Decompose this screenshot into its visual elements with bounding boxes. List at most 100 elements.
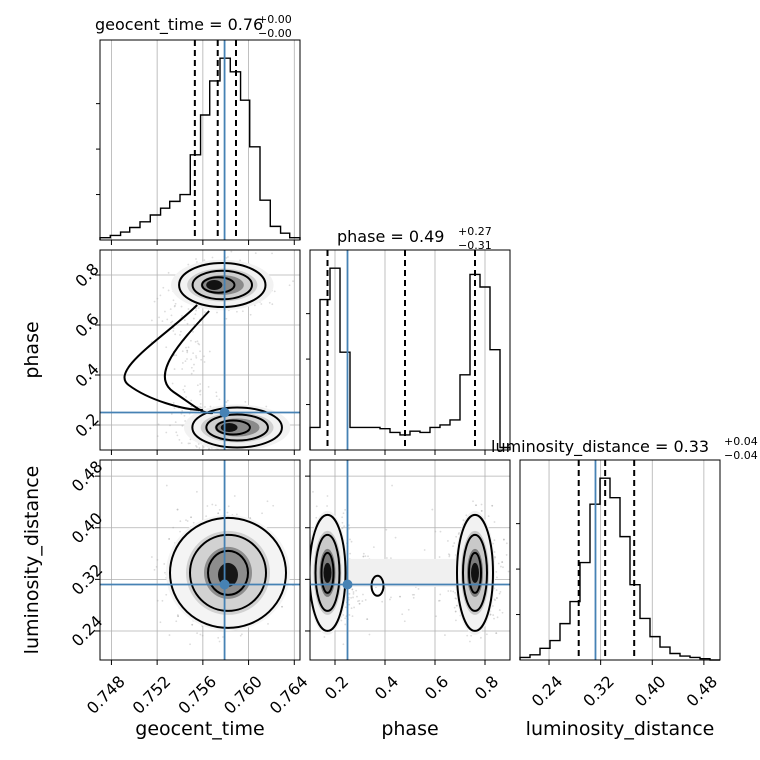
scatter-point [249,517,252,520]
scatter-point [496,576,498,579]
density-peak [220,423,238,432]
scatter-point [203,259,206,262]
scatter-point [351,588,354,591]
scatter-point [479,636,482,639]
scatter-point [366,618,369,621]
scatter-point [226,399,229,402]
scatter-point [352,591,355,593]
scatter-point [156,599,159,602]
scatter-point [394,536,397,539]
scatter-point [340,619,343,622]
scatter-point [439,593,442,596]
scatter-point [348,524,350,527]
scatter-point [181,350,184,353]
scatter-point [491,504,494,507]
scatter-point [164,310,166,313]
scatter-point [190,516,192,519]
scatter-point [190,405,192,408]
scatter-point [199,633,202,636]
density-peak [206,280,223,290]
scatter-point [230,250,233,253]
scatter-point [173,368,176,370]
scatter-point [195,446,198,448]
scatter-point [205,515,208,518]
panel-2d-luminosity-distance-vs-phase: 0.2 0.4 0.6 0.8 [305,459,511,703]
scatter-point [492,605,494,607]
scatter-point [390,596,392,599]
scatter-point [166,318,169,321]
scatter-point [202,446,205,448]
scatter-point [161,320,164,323]
panel-hist-luminosity-distance: 0.24 0.32 0.40 0.48 [516,459,721,711]
scatter-point [361,600,364,602]
scatter-point [186,322,189,325]
scatter-point [191,623,194,626]
scatter-point [448,554,451,556]
scatter-point [417,588,420,590]
scatter-point [493,598,496,601]
scatter-point [307,567,309,569]
contour-line [215,419,251,436]
truth-point [219,407,230,418]
scatter-point [197,307,200,309]
scatter-point [496,616,499,619]
scatter-point [457,533,460,535]
scatter-point [455,604,458,607]
scatter-point [497,562,500,565]
scatter-point [180,442,183,444]
scatter-point [240,453,242,455]
scatter-point [181,362,184,364]
scatter-point [226,511,229,514]
contour-line [163,310,213,415]
scatter-point [348,527,351,530]
scatter-point [183,385,186,388]
scatter-point [493,556,496,559]
scatter-point [174,302,177,305]
scatter-point [215,395,218,398]
scatter-point [438,599,441,602]
scatter-point [172,330,175,332]
scatter-point [208,447,210,450]
scatter-point [150,341,153,343]
scatter-point [187,308,190,310]
scatter-point [206,505,209,507]
scatter-point [399,595,401,598]
scatter-point [351,588,354,591]
scatter-point [157,423,160,426]
scatter-point [495,632,498,635]
xlabel-luminosity-distance: luminosity_distance [526,718,715,740]
scatter-point [423,549,426,551]
scatter-point [192,454,194,456]
xlabel-phase: phase [381,718,438,740]
scatter-point [362,555,365,558]
scatter-point [452,590,455,593]
scatter-point [169,424,171,427]
scatter-point [222,636,224,638]
panel-frame [309,249,511,451]
scatter-point [230,454,232,456]
scatter-point [368,633,371,636]
scatter-point [198,447,201,449]
scatter-point [178,439,181,441]
scatter-point [186,358,188,360]
scatter-point [372,546,375,549]
scatter-point [176,434,179,437]
scatter-point [350,596,353,599]
scatter-point [193,323,196,326]
scatter-point [167,271,170,274]
scatter-point [458,532,461,534]
scatter-point [305,554,307,556]
scatter-point [172,327,175,330]
scatter-point [438,556,441,558]
scatter-point [176,508,179,511]
scatter-point [507,570,510,573]
scatter-point [472,500,474,503]
scatter-point [164,571,166,574]
scatter-point [308,624,310,626]
contour-line [310,513,347,632]
title-main: phase = 0.49 [337,227,444,246]
scatter-point [480,510,483,512]
scatter-point [342,643,345,646]
scatter-point [281,605,283,608]
